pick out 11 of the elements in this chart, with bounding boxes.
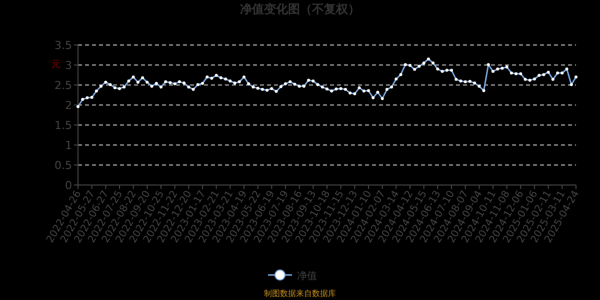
y-axis-title: 元: [52, 59, 60, 70]
y-tick-label: 0: [65, 179, 72, 192]
y-tick-label: 3.5: [54, 39, 72, 52]
y-tick-label: 0.5: [54, 159, 72, 172]
y-tick-label: 1.5: [54, 119, 72, 132]
y-tick-label: 2: [65, 99, 72, 112]
y-tick-label: 3: [65, 59, 72, 72]
text: 制图数据来自数据库: [264, 289, 336, 298]
legend-label: 净值: [297, 270, 317, 282]
y-tick-label: 1: [65, 139, 72, 152]
y-tick-label: 2.5: [54, 79, 72, 92]
